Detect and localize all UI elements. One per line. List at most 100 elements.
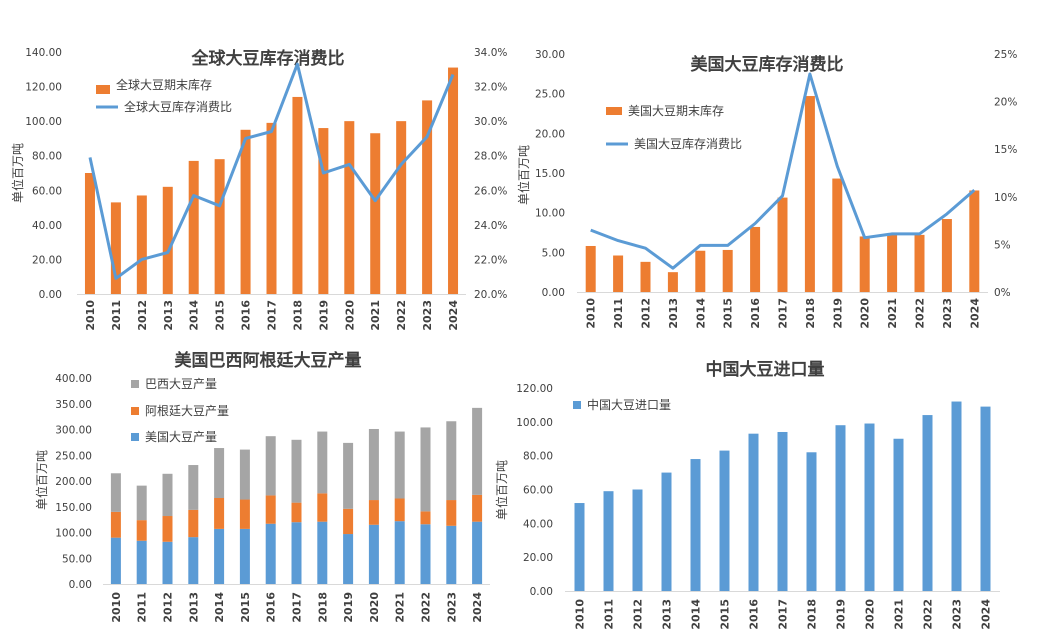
bar <box>344 121 355 295</box>
y-tick-label: 0.00 <box>530 586 553 598</box>
bar-us <box>317 521 328 584</box>
x-tick-label: 2020 <box>864 599 877 630</box>
legend-swatch <box>606 107 622 115</box>
bar-brazil <box>368 428 379 501</box>
bar <box>951 401 962 591</box>
bar-brazil <box>394 431 405 499</box>
bar <box>695 250 706 292</box>
bar-brazil <box>110 473 121 512</box>
y-tick-label: 40.00 <box>523 518 553 530</box>
bar <box>748 433 759 591</box>
x-tick-label: 2014 <box>690 599 703 630</box>
y-tick-label: 350.00 <box>55 399 92 411</box>
y-axis-label: 单位百万吨 <box>516 145 531 205</box>
bar <box>396 121 407 295</box>
y-tick-label: 300.00 <box>55 425 92 437</box>
x-tick-label: 2014 <box>213 592 226 623</box>
bar-argentina <box>214 497 225 529</box>
x-tick-label: 2021 <box>893 599 906 630</box>
bar <box>136 195 147 294</box>
bar <box>640 261 651 292</box>
bar-brazil <box>343 442 354 509</box>
legend-label: 巴西大豆产量 <box>145 377 217 391</box>
x-tick-label: 2011 <box>110 300 123 331</box>
bar-brazil <box>446 421 457 501</box>
x-tick-label: 2012 <box>640 298 653 329</box>
bar-us <box>368 524 379 584</box>
y2-tick-label: 30.0% <box>474 116 507 128</box>
y-tick-label: 200.00 <box>55 476 92 488</box>
x-tick-label: 2023 <box>445 592 458 623</box>
bar-brazil <box>188 465 199 510</box>
bar-brazil <box>317 431 328 494</box>
bar <box>941 219 952 292</box>
legend-label: 全球大豆期末库存 <box>116 77 212 92</box>
x-tick-label: 2024 <box>447 300 460 331</box>
bar <box>603 491 614 591</box>
bar <box>922 415 933 591</box>
bar <box>893 438 904 591</box>
bar-brazil <box>162 473 173 517</box>
x-tick-label: 2021 <box>886 298 899 329</box>
y-axis-label: 单位百万吨 <box>10 143 25 203</box>
bar-argentina <box>291 502 302 523</box>
bar-brazil <box>472 407 483 495</box>
legend-label: 美国大豆库存消费比 <box>634 136 742 151</box>
y2-tick-label: 0% <box>994 287 1011 299</box>
x-tick-label: 2024 <box>471 592 484 623</box>
y-tick-label: 5.00 <box>542 247 565 259</box>
y-tick-label: 120.00 <box>25 82 62 94</box>
bar <box>661 472 672 591</box>
bar-brazil <box>136 485 147 521</box>
bar-brazil <box>265 436 276 496</box>
legend-swatch <box>131 407 139 415</box>
x-tick-label: 2019 <box>835 599 848 630</box>
x-tick-label: 2023 <box>421 300 434 331</box>
bar-us <box>265 523 276 584</box>
bar-argentina <box>110 511 121 538</box>
x-tick-label: 2023 <box>951 599 964 630</box>
y-tick-label: 120.00 <box>516 383 553 395</box>
legend-label: 中国大豆进口量 <box>587 397 671 412</box>
x-tick-label: 2010 <box>110 592 123 623</box>
x-tick-label: 2022 <box>420 592 433 623</box>
legend-swatch <box>96 85 110 94</box>
bar <box>214 159 225 294</box>
y-tick-label: 0.00 <box>69 579 92 591</box>
bar <box>969 190 980 292</box>
x-tick-label: 2014 <box>188 300 201 331</box>
bar <box>585 245 596 292</box>
y2-tick-label: 15% <box>994 144 1017 156</box>
bar <box>806 452 817 591</box>
x-tick-label: 2015 <box>214 300 227 331</box>
x-tick-label: 2010 <box>84 300 97 331</box>
bar <box>859 236 870 292</box>
bar-us <box>420 524 431 584</box>
bar <box>292 96 303 294</box>
y-tick-label: 60.00 <box>523 485 553 497</box>
x-tick-label: 2016 <box>749 298 762 329</box>
y-tick-label: 0.00 <box>542 287 565 299</box>
y-tick-label: 150.00 <box>55 502 92 514</box>
y-tick-label: 20.00 <box>523 552 553 564</box>
bar <box>266 122 277 294</box>
x-tick-label: 2021 <box>369 300 382 331</box>
x-tick-label: 2022 <box>395 300 408 331</box>
bar <box>162 186 173 294</box>
bar-argentina <box>446 500 457 526</box>
y-tick-label: 15.00 <box>535 168 565 180</box>
x-tick-label: 2022 <box>922 599 935 630</box>
x-tick-label: 2011 <box>603 599 616 630</box>
y2-tick-label: 5% <box>994 239 1011 251</box>
bar <box>719 450 730 591</box>
bar <box>632 489 643 591</box>
x-tick-label: 2023 <box>941 298 954 329</box>
bar-argentina <box>136 520 147 541</box>
bar-brazil <box>239 449 250 500</box>
y-tick-label: 80.00 <box>32 151 62 163</box>
x-tick-label: 2013 <box>667 298 680 329</box>
x-tick-label: 2012 <box>632 599 645 630</box>
bar <box>690 459 701 591</box>
